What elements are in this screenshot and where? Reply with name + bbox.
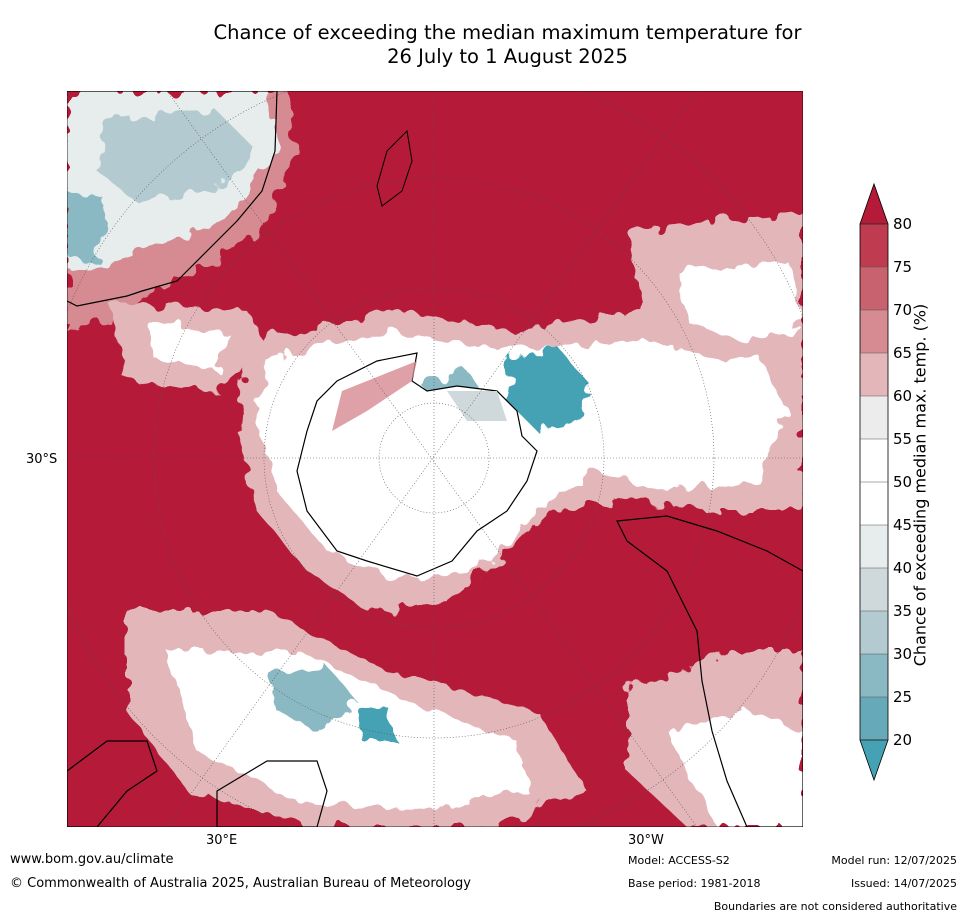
model-text: Model: ACCESS-S2 (628, 854, 730, 867)
africa-outline (67, 91, 278, 307)
colorbar-label: Chance of exceeding median max. temp. (%… (910, 303, 930, 667)
base-period-text: Base period: 1981-2018 (628, 877, 761, 890)
disclaimer-text: Boundaries are not considered authoritat… (713, 900, 957, 913)
colorbar-tick-label: 35 (893, 602, 912, 620)
colorbar-tick-label: 80 (893, 215, 912, 233)
colorbar-bin (860, 353, 888, 396)
colorbar-tick-label: 60 (893, 387, 912, 405)
graticule (67, 91, 803, 827)
colorbar-bin (860, 654, 888, 697)
colorbar-bin (860, 267, 888, 310)
colorbar-extend-bottom (859, 739, 889, 782)
colorbar-bin (860, 439, 888, 482)
issued-text: Issued: 14/07/2025 (850, 877, 957, 890)
australia-west-outline (67, 740, 158, 827)
colorbar-bin (860, 396, 888, 439)
colorbar-bin (860, 525, 888, 568)
colorbar-tick-label: 20 (893, 731, 912, 749)
australia-south-outline (216, 760, 328, 827)
forecast-map[interactable] (66, 90, 804, 828)
website-text: www.bom.gov.au/climate (10, 852, 174, 867)
map-canvas (66, 90, 804, 828)
colorbar-extend-top (859, 182, 889, 225)
colorbar-tick-label: 30 (893, 645, 912, 663)
south-america-outline (616, 515, 803, 827)
colorbar-tick-label: 75 (893, 258, 912, 276)
colorbar-tick-label: 65 (893, 344, 912, 362)
colorbar: 80 75 70 65 60 55 50 45 40 35 30 25 20 (850, 180, 960, 790)
colorbar-tick-label: 40 (893, 559, 912, 577)
colorbar-bin (860, 568, 888, 611)
model-run-text: Model run: 12/07/2025 (831, 854, 957, 867)
lon-label-30e: 30°E (206, 833, 238, 848)
title-line-2: 26 July to 1 August 2025 (387, 45, 628, 68)
colorbar-tick-label: 45 (893, 516, 912, 534)
colorbar-bin (860, 697, 888, 740)
copyright-text: © Commonwealth of Australia 2025, Austra… (10, 876, 471, 891)
colorbar-bin (860, 611, 888, 654)
new-zealand-outline (376, 129, 413, 207)
colorbar-tick-label: 55 (893, 430, 912, 448)
lon-label-30w: 30°W (628, 833, 664, 848)
map-title: Chance of exceeding the median maximum t… (100, 21, 915, 69)
colorbar-tick-label: 50 (893, 473, 912, 491)
colorbar-bin (860, 224, 888, 267)
title-line-1: Chance of exceeding the median maximum t… (213, 21, 802, 44)
colorbar-tick-label: 25 (893, 688, 912, 706)
colorbar-svg: 80 75 70 65 60 55 50 45 40 35 30 25 20 (859, 182, 912, 782)
lat-label-30s: 30°S (26, 452, 58, 467)
colorbar-bin (860, 310, 888, 353)
colorbar-bin (860, 482, 888, 525)
colorbar-tick-label: 70 (893, 301, 912, 319)
